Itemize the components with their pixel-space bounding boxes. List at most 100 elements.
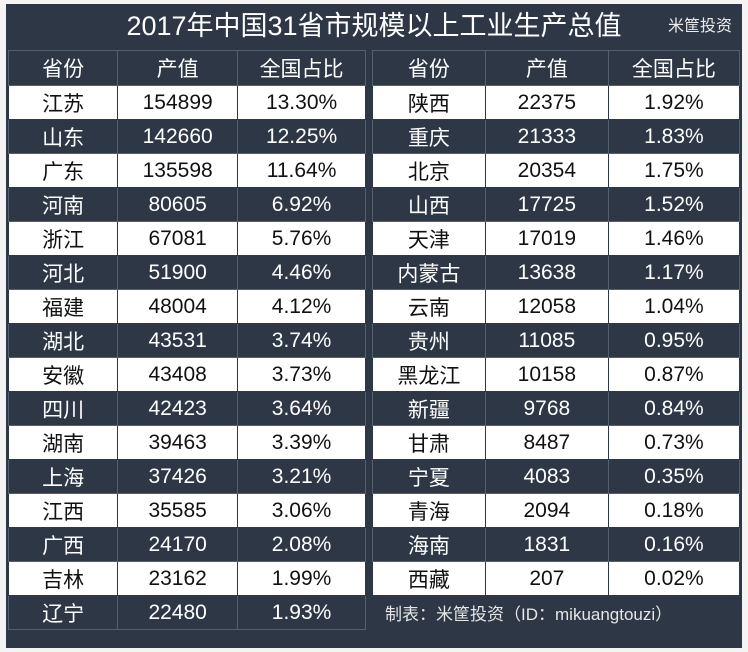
table-row: 广东 135598 11.64% [7, 153, 366, 188]
table-row: 重庆 21333 1.83% [372, 119, 741, 154]
cell-share: 1.17% [607, 255, 741, 290]
cell-value: 42423 [117, 391, 239, 426]
cell-share: 0.02% [607, 561, 741, 596]
table-row: 天津 17019 1.46% [372, 221, 741, 256]
cell-province: 青海 [372, 493, 486, 528]
cell-share: 6.92% [237, 187, 366, 222]
cell-share: 5.76% [237, 221, 366, 256]
cell-value: 43408 [117, 357, 239, 392]
cell-province: 广东 [7, 153, 119, 188]
cell-province: 甘肃 [372, 425, 486, 460]
cell-value: 17725 [484, 187, 609, 222]
table-row: 内蒙古 13638 1.17% [372, 255, 741, 290]
cell-province: 云南 [372, 289, 486, 324]
cell-province: 天津 [372, 221, 486, 256]
cell-share: 3.39% [237, 425, 366, 460]
cell-province: 海南 [372, 527, 486, 562]
cell-share: 11.64% [237, 153, 366, 188]
cell-value: 13638 [484, 255, 609, 290]
cell-value: 1831 [484, 527, 609, 562]
cell-share: 3.73% [237, 357, 366, 392]
cell-province: 安徽 [7, 357, 119, 392]
cell-province: 贵州 [372, 323, 486, 358]
table-row: 上海 37426 3.21% [7, 459, 366, 494]
cell-share: 2.08% [237, 527, 366, 562]
cell-province: 陕西 [372, 85, 486, 120]
right-table: 省份 产值 全国占比 陕西 22375 1.92% 重庆 21333 1.83% 北京 203… [372, 50, 741, 630]
cell-value: 22375 [484, 85, 609, 120]
table-row: 陕西 22375 1.92% [372, 85, 741, 120]
cell-share: 0.16% [607, 527, 741, 562]
cell-value: 43531 [117, 323, 239, 358]
table-row: 四川 42423 3.64% [7, 391, 366, 426]
cell-province: 山东 [7, 119, 119, 154]
cell-province: 上海 [7, 459, 119, 494]
table-row: 福建 48004 4.12% [7, 289, 366, 324]
cell-share: 0.84% [607, 391, 741, 426]
table-row: 江苏 154899 13.30% [7, 85, 366, 120]
table-row: 湖北 43531 3.74% [7, 323, 366, 358]
cell-share: 0.18% [607, 493, 741, 528]
cell-province: 福建 [7, 289, 119, 324]
cell-value: 37426 [117, 459, 239, 494]
table-row: 山东 142660 12.25% [7, 119, 366, 154]
table-row: 宁夏 4083 0.35% [372, 459, 741, 494]
table-row: 河南 80605 6.92% [7, 187, 366, 222]
cell-province: 重庆 [372, 119, 486, 154]
cell-share: 3.64% [237, 391, 366, 426]
cell-value: 10158 [484, 357, 609, 392]
cell-value: 23162 [117, 561, 239, 596]
cell-value: 12058 [484, 289, 609, 324]
cell-value: 51900 [117, 255, 239, 290]
cell-share: 0.35% [607, 459, 741, 494]
cell-province: 湖南 [7, 425, 119, 460]
cell-share: 12.25% [237, 119, 366, 154]
cell-value: 20354 [484, 153, 609, 188]
table-row: 安徽 43408 3.73% [7, 357, 366, 392]
cell-province: 浙江 [7, 221, 119, 256]
table-row: 海南 1831 0.16% [372, 527, 741, 562]
table-title: 2017年中国31省市规模以上工业生产总值 [126, 11, 622, 41]
cell-share: 1.04% [607, 289, 741, 324]
left-table: 省份 产值 全国占比 江苏 154899 13.30% 山东 142660 12.25% 广… [7, 50, 366, 630]
cell-province: 河南 [7, 187, 119, 222]
cell-value: 80605 [117, 187, 239, 222]
cell-value: 135598 [117, 153, 239, 188]
header-share: 全国占比 [607, 50, 741, 86]
cell-share: 0.73% [607, 425, 741, 460]
header-province: 省份 [7, 50, 119, 86]
cell-value: 8487 [484, 425, 609, 460]
cell-value: 48004 [117, 289, 239, 324]
header-value: 产值 [117, 50, 239, 86]
cell-share: 0.95% [607, 323, 741, 358]
cell-province: 西藏 [372, 561, 486, 596]
cell-value: 39463 [117, 425, 239, 460]
header-share: 全国占比 [237, 50, 366, 86]
table-row: 青海 2094 0.18% [372, 493, 741, 528]
cell-value: 4083 [484, 459, 609, 494]
cell-share: 3.06% [237, 493, 366, 528]
cell-province: 黑龙江 [372, 357, 486, 392]
cell-value: 207 [484, 561, 609, 596]
cell-province: 河北 [7, 255, 119, 290]
cell-value: 9768 [484, 391, 609, 426]
table-row: 黑龙江 10158 0.87% [372, 357, 741, 392]
cell-value: 22480 [117, 595, 239, 630]
table-card: 2017年中国31省市规模以上工业生产总值 米筐投资 省份 产值 全国占比 江苏… [6, 4, 742, 648]
cell-share: 1.93% [237, 595, 366, 630]
cell-province: 湖北 [7, 323, 119, 358]
cell-value: 17019 [484, 221, 609, 256]
cell-value: 24170 [117, 527, 239, 562]
header-value: 产值 [484, 50, 609, 86]
cell-value: 35585 [117, 493, 239, 528]
cell-province: 广西 [7, 527, 119, 562]
table-row: 云南 12058 1.04% [372, 289, 741, 324]
cell-share: 1.99% [237, 561, 366, 596]
cell-share: 1.92% [607, 85, 741, 120]
cell-province: 山西 [372, 187, 486, 222]
table-row: 西藏 207 0.02% [372, 561, 741, 596]
cell-province: 辽宁 [7, 595, 119, 630]
header-province: 省份 [372, 50, 486, 86]
table-row: 广西 24170 2.08% [7, 527, 366, 562]
table-row: 新疆 9768 0.84% [372, 391, 741, 426]
